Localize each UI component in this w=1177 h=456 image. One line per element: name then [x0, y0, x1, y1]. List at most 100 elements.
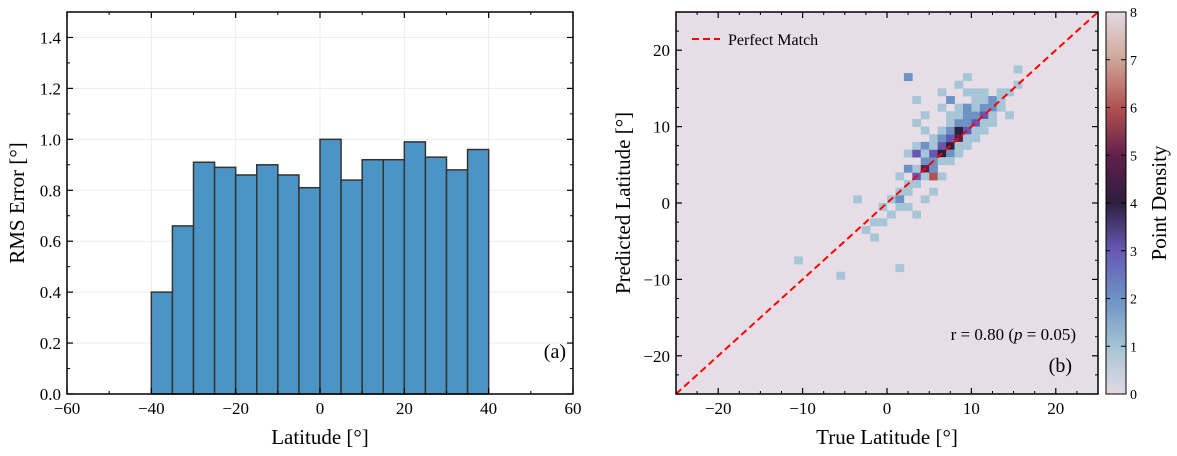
- heatmap-cell-49: [937, 172, 947, 181]
- y-tick-label: 0.8: [40, 181, 61, 200]
- heatmap-cell-37: [929, 172, 938, 181]
- x-tick-label: 20: [396, 399, 413, 418]
- heatmap-cell-51: [937, 88, 947, 97]
- heatmap-cell-36: [920, 111, 930, 120]
- heatmap-cell-55: [946, 149, 955, 158]
- heatmap-cell-81: [971, 134, 981, 143]
- heatmap-cell-61: [954, 126, 964, 135]
- heatmap-cell-0: [794, 256, 803, 265]
- heatmap-cell-13: [895, 172, 905, 181]
- panel-b-label: (b): [1049, 355, 1072, 377]
- heatmap-cell-31: [920, 172, 930, 181]
- y-tick-label: 0.4: [40, 283, 62, 302]
- heatmap-cell-52: [946, 141, 955, 150]
- heatmap-cell-22: [912, 164, 922, 173]
- x-tick-label: −20: [705, 399, 732, 418]
- perfect-match-line: [676, 12, 1098, 394]
- heatmap-cell-47: [937, 157, 947, 166]
- x-tick-label: 0: [883, 399, 892, 418]
- panel-a-label: (a): [544, 341, 566, 363]
- x-tick-label: 10: [963, 399, 980, 418]
- bar-9: [340, 179, 363, 395]
- x-tick-label: 60: [565, 399, 582, 418]
- heatmap-cell-73: [962, 141, 972, 150]
- bar-3: [213, 166, 237, 395]
- y-tick-label: −20: [643, 347, 670, 366]
- heatmap-cell-28: [912, 96, 922, 104]
- heatmap-cell-33: [920, 126, 930, 135]
- y-tick-label: 0.0: [40, 385, 61, 404]
- bar-8: [319, 138, 342, 395]
- heatmap-cell-75: [962, 73, 972, 82]
- heatmap-cell-70: [962, 134, 972, 143]
- legend-label: Perfect Match: [728, 32, 818, 49]
- heatmap-cell-5: [853, 195, 862, 204]
- heatmap-cell-97: [1005, 111, 1014, 120]
- heatmap-cell-80: [971, 96, 981, 104]
- heatmap-cell-62: [954, 118, 964, 127]
- heatmap-cell-19: [903, 149, 913, 158]
- heatmap-cell-84: [979, 103, 989, 112]
- x-tick-label: 40: [480, 399, 497, 418]
- y-tick-label: 20: [653, 41, 670, 60]
- correlation-annotation-prefix: r = 0.80 (: [951, 325, 1015, 344]
- heatmap-cell-79: [971, 126, 981, 135]
- heatmap-cell-7: [878, 218, 888, 227]
- heatmap-cell-65: [954, 103, 964, 112]
- heatmap-cell-96: [1005, 88, 1014, 97]
- heatmap-cell-14: [895, 264, 905, 273]
- heatmap-cell-85: [979, 96, 989, 104]
- panel-a-ticks: −60 −40 −20 0 20 40 60 0.0 0.2 0.4 0.6 0.8 1.0 1.2 1.4: [40, 11, 582, 418]
- bar-11: [382, 158, 406, 395]
- heatmap-cell-1: [836, 271, 846, 280]
- panel-b-xlabel: True Latitude [°]: [816, 425, 958, 449]
- colorbar: 0 1 2 3 4 5 6 7 8 Point Density: [1105, 6, 1171, 403]
- bar-15: [466, 148, 490, 395]
- heatmap-cell-86: [979, 118, 989, 127]
- heatmap-cell-40: [929, 141, 938, 150]
- panel-b-ticks: −20 −10 0 10 20 −20 −10 0 10 20: [643, 11, 1099, 418]
- heatmap-cell-46: [937, 134, 947, 143]
- x-tick-label: −10: [789, 399, 816, 418]
- heatmap-cell-9: [887, 210, 896, 219]
- x-tick-label: −20: [222, 399, 249, 418]
- heatmap-cell-2: [861, 225, 871, 234]
- y-tick-label: 10: [653, 118, 670, 137]
- heatmap-cell-64: [954, 111, 964, 120]
- bar-7: [298, 186, 321, 395]
- panel-a-xlabel: Latitude [°]: [271, 425, 369, 449]
- heatmap-cell-83: [979, 111, 989, 120]
- colorbar-tick-label: 1: [1130, 340, 1137, 355]
- y-tick-label: −10: [643, 270, 670, 289]
- bar-5: [256, 164, 279, 395]
- heatmap-cell-35: [920, 195, 930, 204]
- colorbar-tick-label: 5: [1130, 149, 1137, 164]
- heatmap-cell-18: [903, 203, 913, 211]
- heatmap-cell-24: [912, 180, 922, 189]
- heatmap-cell-74: [962, 88, 972, 97]
- panel-b-ylabel: Predicted Latitude [°]: [611, 112, 635, 294]
- y-tick-label: 1.4: [40, 28, 62, 47]
- bar-13: [424, 156, 448, 395]
- colorbar-tick-label: 6: [1130, 102, 1137, 117]
- panel-a: −60 −40 −20 0 20 40 60 0.0 0.2 0.4 0.6 0.8 1.0 1.2 1.4…: [5, 11, 582, 449]
- heatmap-cell-54: [946, 126, 955, 135]
- heatmap-cell-76: [971, 118, 981, 127]
- bar-0: [150, 291, 174, 395]
- colorbar-tick-label: 4: [1130, 197, 1137, 212]
- bar-12: [403, 141, 427, 395]
- heatmap-cell-68: [962, 126, 972, 135]
- bar-10: [361, 158, 384, 395]
- heatmap-cell-53: [946, 134, 955, 143]
- heatmap-cell-59: [946, 96, 955, 104]
- heatmap-cell-67: [954, 80, 964, 89]
- heatmap-cell-87: [979, 126, 989, 135]
- colorbar-ticks: 0 1 2 3 4 5 6 7 8: [1106, 6, 1137, 403]
- heatmap-cell-25: [912, 141, 922, 150]
- bar-1: [171, 225, 195, 395]
- correlation-annotation-suffix: = 0.05): [1023, 325, 1077, 344]
- y-tick-label: 0.2: [40, 334, 61, 353]
